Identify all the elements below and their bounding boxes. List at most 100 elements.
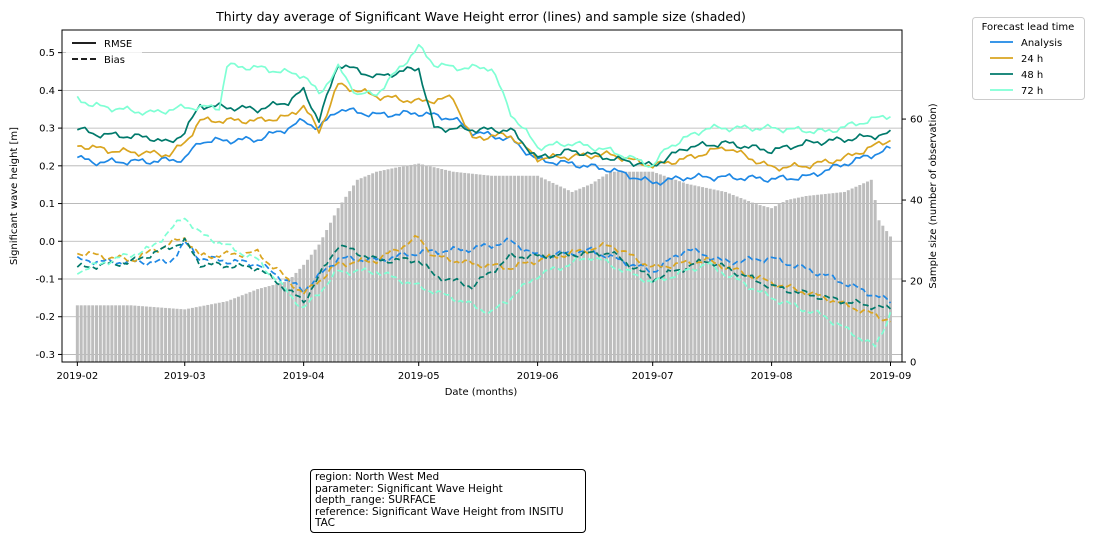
sample-size-bar [160, 307, 164, 362]
sample-size-bar [236, 296, 240, 362]
sample-size-bar [578, 188, 582, 362]
y-axis-left: -0.3 -0.2 -0.1 0.0 0.1 0.2 0.3 0.4 0.5 [35, 48, 62, 361]
legend-label-48h: 48 h [1021, 70, 1043, 81]
sample-size-bar [789, 199, 793, 362]
sample-size-bar [206, 304, 210, 362]
sample-size-bar [819, 194, 823, 362]
x-axis-label: Date (months) [445, 387, 518, 398]
sample-size-bar [102, 305, 106, 362]
sample-size-bar [516, 175, 520, 362]
x-tick-label: 2019-09 [870, 371, 912, 382]
sample-size-bar [766, 207, 770, 362]
series-rmse-48h [76, 64, 892, 167]
sample-size-bar [275, 284, 279, 362]
sample-size-bar [398, 166, 402, 362]
x-tick-label: 2019-08 [751, 371, 793, 382]
x-tick-label: 2019-06 [517, 371, 559, 382]
y-tick-label: -0.1 [35, 275, 55, 286]
sample-size-bar [137, 305, 141, 362]
y-axis-label: Significant wave height [m] [9, 127, 20, 265]
sample-size-bar [455, 172, 459, 362]
y-tick-label: -0.2 [35, 312, 55, 323]
sample-size-bar [708, 188, 712, 362]
y-axis-right: 0 20 40 60 [902, 115, 923, 369]
sample-size-bar [98, 305, 102, 362]
sample-size-bar [689, 184, 693, 362]
sample-size-bar [670, 178, 674, 362]
sample-size-bar [720, 191, 724, 362]
metadata-parameter: parameter: Significant Wave Height [315, 482, 503, 495]
sample-size-bar [812, 195, 816, 362]
sample-size-bar [497, 175, 501, 362]
sample-size-bar [378, 170, 382, 362]
sample-size-bar [144, 306, 148, 362]
sample-size-bar [447, 170, 451, 362]
sample-size-bar [639, 171, 643, 362]
y2-tick-label: 40 [910, 196, 923, 207]
sample-size-bar [213, 303, 217, 362]
sample-size-bar [294, 272, 298, 362]
sample-size-bar [336, 208, 340, 362]
sample-size-bar [593, 181, 597, 362]
metadata-depth-range: depth_range: SURFACE [315, 494, 436, 507]
legend-label-24h: 24 h [1021, 54, 1043, 65]
sample-size-bar [781, 202, 785, 362]
sample-size-bar [605, 174, 609, 362]
y2-tick-label: 60 [910, 115, 923, 126]
y2-tick-label: 0 [910, 358, 916, 369]
sample-size-bar [839, 192, 843, 362]
sample-size-bar [750, 202, 754, 362]
sample-size-bar [712, 189, 716, 362]
sample-size-bar [520, 175, 524, 362]
sample-size-bar [551, 182, 555, 362]
chart-title: Thirty day average of Significant Wave H… [215, 9, 746, 24]
sample-size-bar [202, 305, 206, 362]
sample-size-bar [405, 165, 409, 362]
sample-size-bar [125, 305, 129, 362]
sample-size-bar [129, 305, 133, 362]
sample-size-bar [731, 194, 735, 362]
sample-size-bar [401, 166, 405, 362]
y-tick-label: 0.5 [39, 48, 55, 59]
sample-size-bar [171, 308, 175, 362]
sample-size-bar [217, 302, 221, 362]
sample-size-bar [478, 174, 482, 362]
sample-size-bar [597, 178, 601, 362]
metadata-region: region: North West Med [315, 471, 440, 483]
sample-size-bar [785, 200, 789, 362]
sample-size-bar [451, 171, 455, 362]
sample-size-bar [375, 171, 379, 362]
sample-size-bar [190, 307, 194, 362]
lead-time-legend: Forecast lead time Analysis 24 h 48 h 72… [972, 17, 1085, 100]
sample-size-bar [175, 308, 179, 362]
sample-size-bar [693, 185, 697, 362]
sample-size-bar [282, 282, 286, 362]
sample-size-bar [179, 309, 183, 362]
sample-size-bar [444, 169, 448, 362]
sample-size-bar [248, 292, 252, 362]
sample-size-bar [877, 220, 881, 362]
sample-size-bar [390, 168, 394, 362]
metadata-box: region: North West Med parameter: Signif… [310, 469, 586, 533]
sample-size-bar [417, 163, 421, 362]
sample-size-bar [754, 204, 758, 362]
sample-size-bar [493, 175, 497, 362]
sample-size-bar [367, 174, 371, 362]
sample-size-bar [233, 298, 237, 362]
sample-size-bar [816, 194, 820, 362]
sample-size-bar [267, 286, 271, 362]
sample-size-bar [490, 175, 494, 362]
sample-size-bar [842, 191, 846, 362]
sample-size-bar [697, 186, 701, 362]
sample-size-bar [777, 204, 781, 362]
sample-size-bar [582, 187, 586, 362]
sample-size-bar [616, 171, 620, 362]
sample-size-bar [685, 183, 689, 362]
sample-size-bar [240, 295, 244, 362]
sample-size-bar [317, 244, 321, 362]
sample-size-bar [221, 302, 225, 362]
sample-size-bar [440, 169, 444, 362]
x-tick-label: 2019-02 [56, 371, 98, 382]
sample-size-bar [793, 198, 797, 362]
